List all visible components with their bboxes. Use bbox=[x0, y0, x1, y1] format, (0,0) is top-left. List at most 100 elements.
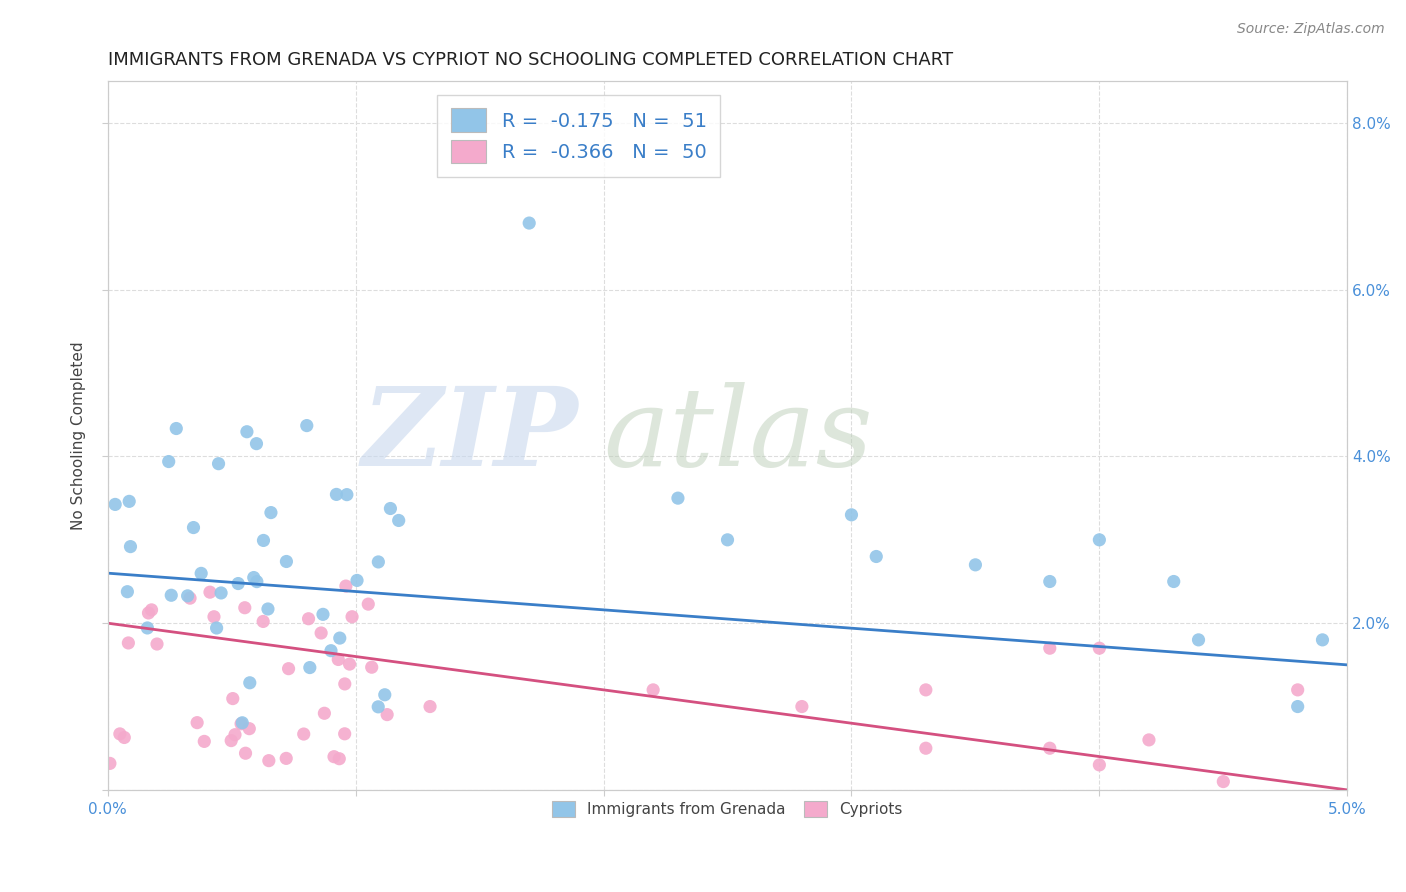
Point bbox=[328, 652, 350, 666]
Point bbox=[314, 706, 336, 721]
Point bbox=[333, 727, 356, 741]
Point bbox=[1137, 732, 1160, 747]
Point bbox=[205, 621, 228, 635]
Point bbox=[1039, 641, 1062, 656]
Text: ZIP: ZIP bbox=[363, 382, 579, 490]
Point bbox=[202, 609, 225, 624]
Point bbox=[117, 636, 139, 650]
Point bbox=[965, 558, 987, 572]
Point bbox=[1088, 758, 1111, 772]
Point bbox=[325, 487, 347, 501]
Point bbox=[276, 554, 298, 568]
Point bbox=[380, 501, 402, 516]
Point bbox=[224, 728, 246, 742]
Point bbox=[118, 494, 141, 508]
Point bbox=[1039, 741, 1062, 756]
Point bbox=[419, 699, 441, 714]
Point bbox=[328, 752, 350, 766]
Point bbox=[1088, 641, 1111, 656]
Point bbox=[367, 555, 389, 569]
Point bbox=[333, 677, 356, 691]
Point bbox=[1212, 774, 1234, 789]
Point bbox=[238, 722, 260, 736]
Point bbox=[229, 716, 252, 731]
Point bbox=[914, 741, 936, 756]
Point bbox=[98, 756, 121, 771]
Point bbox=[222, 691, 245, 706]
Point bbox=[323, 749, 346, 764]
Point bbox=[209, 586, 232, 600]
Point bbox=[643, 682, 665, 697]
Point bbox=[360, 660, 382, 674]
Point bbox=[236, 425, 259, 439]
Point bbox=[165, 421, 187, 435]
Point bbox=[242, 570, 264, 584]
Point bbox=[914, 682, 936, 697]
Point bbox=[260, 506, 283, 520]
Point bbox=[277, 662, 299, 676]
Point bbox=[319, 643, 342, 657]
Point bbox=[226, 576, 249, 591]
Point bbox=[198, 585, 221, 599]
Point bbox=[245, 436, 267, 450]
Point bbox=[309, 626, 332, 640]
Point bbox=[357, 597, 380, 611]
Point bbox=[1039, 574, 1062, 589]
Point bbox=[252, 533, 274, 548]
Point bbox=[257, 754, 280, 768]
Point bbox=[666, 491, 689, 505]
Point bbox=[117, 584, 139, 599]
Point bbox=[120, 540, 142, 554]
Point bbox=[374, 688, 396, 702]
Y-axis label: No Schooling Completed: No Schooling Completed bbox=[72, 342, 86, 530]
Point bbox=[104, 497, 127, 511]
Point bbox=[157, 454, 180, 468]
Point bbox=[312, 607, 335, 622]
Point bbox=[346, 574, 368, 588]
Point bbox=[246, 574, 269, 589]
Point bbox=[790, 699, 813, 714]
Text: Source: ZipAtlas.com: Source: ZipAtlas.com bbox=[1237, 22, 1385, 37]
Point bbox=[138, 606, 160, 620]
Text: atlas: atlas bbox=[603, 382, 873, 490]
Point bbox=[112, 731, 135, 745]
Point bbox=[375, 707, 398, 722]
Point bbox=[340, 609, 363, 624]
Point bbox=[183, 520, 205, 534]
Point bbox=[297, 612, 319, 626]
Point bbox=[339, 657, 361, 671]
Point bbox=[367, 699, 389, 714]
Legend: Immigrants from Grenada, Cypriots: Immigrants from Grenada, Cypriots bbox=[544, 794, 911, 825]
Point bbox=[186, 715, 208, 730]
Point bbox=[160, 588, 183, 602]
Point bbox=[190, 566, 212, 581]
Point bbox=[233, 600, 256, 615]
Point bbox=[1163, 574, 1185, 589]
Point bbox=[865, 549, 887, 564]
Point bbox=[141, 603, 163, 617]
Point bbox=[329, 631, 352, 645]
Point bbox=[257, 602, 280, 616]
Text: IMMIGRANTS FROM GRENADA VS CYPRIOT NO SCHOOLING COMPLETED CORRELATION CHART: IMMIGRANTS FROM GRENADA VS CYPRIOT NO SC… bbox=[108, 51, 953, 69]
Point bbox=[136, 621, 159, 635]
Point bbox=[336, 488, 359, 502]
Point bbox=[146, 637, 169, 651]
Point bbox=[1187, 632, 1209, 647]
Point bbox=[239, 675, 262, 690]
Point bbox=[841, 508, 863, 522]
Point bbox=[108, 727, 131, 741]
Point bbox=[1286, 682, 1309, 697]
Point bbox=[176, 589, 198, 603]
Point bbox=[219, 733, 242, 747]
Point bbox=[1312, 632, 1334, 647]
Point bbox=[231, 715, 253, 730]
Point bbox=[298, 660, 321, 674]
Point bbox=[193, 734, 215, 748]
Point bbox=[295, 418, 318, 433]
Point bbox=[517, 216, 540, 230]
Point bbox=[1286, 699, 1309, 714]
Point bbox=[716, 533, 738, 547]
Point bbox=[1088, 533, 1111, 547]
Point bbox=[388, 513, 411, 527]
Point bbox=[252, 615, 274, 629]
